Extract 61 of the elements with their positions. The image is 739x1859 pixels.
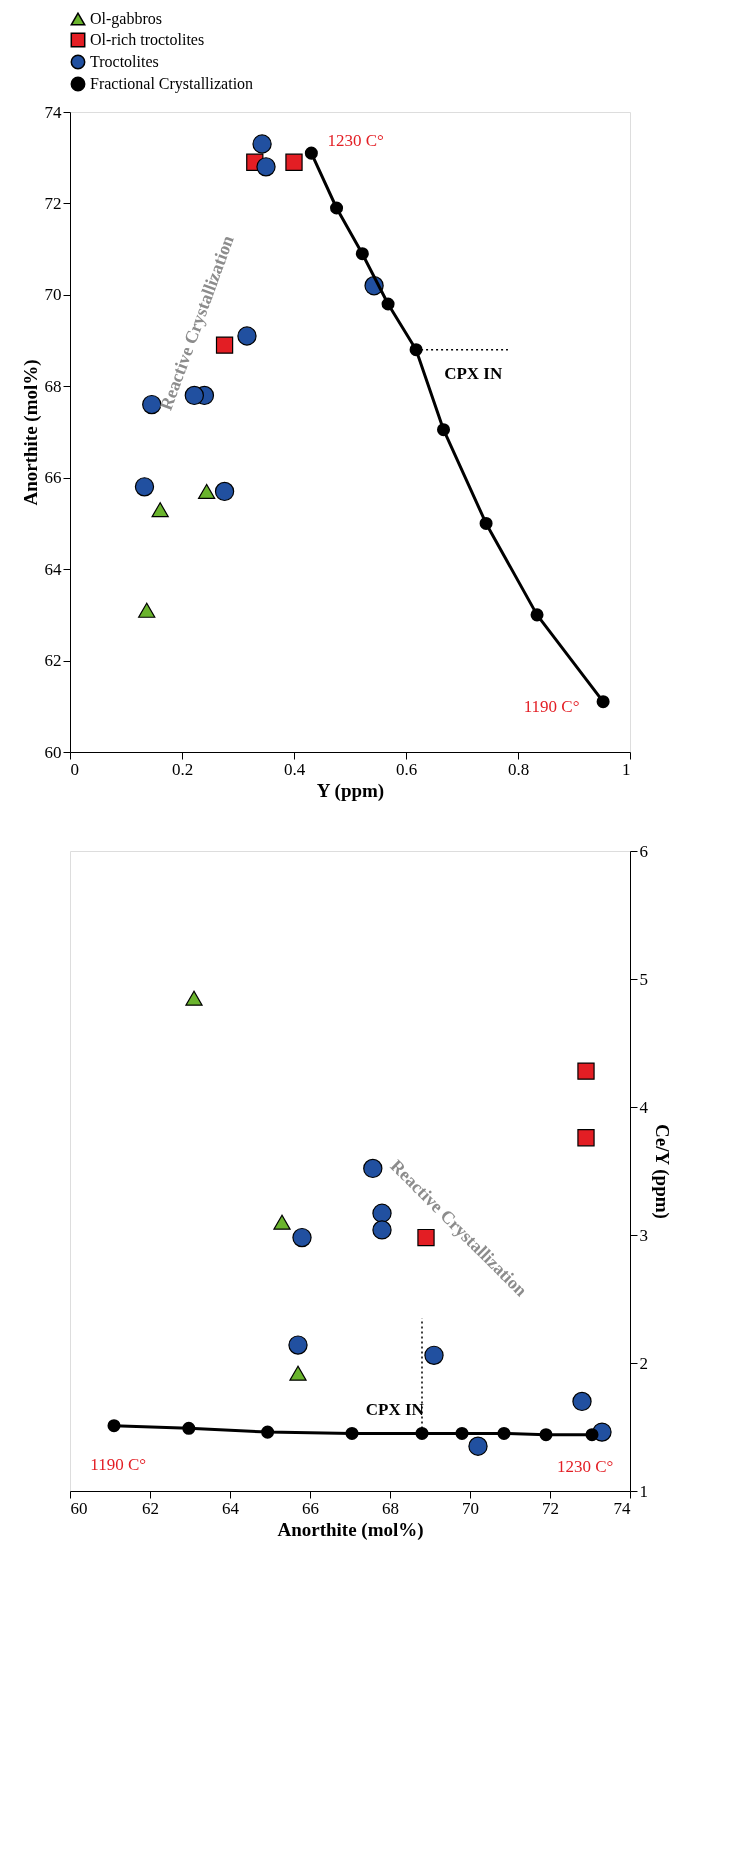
point — [479, 516, 493, 530]
point — [142, 394, 162, 415]
legend-label: Ol-rich troctolites — [90, 31, 205, 48]
y-tick-label: 72 — [44, 193, 62, 213]
x-axis-title: Anorthite (mol%) — [277, 1518, 424, 1541]
y2-tick-label: 4 — [639, 1097, 649, 1117]
point — [252, 134, 272, 154]
point — [138, 602, 156, 618]
x-tick-label: 60 — [70, 1498, 88, 1518]
point — [197, 483, 216, 500]
legend-label: Ol-gabbros — [90, 10, 162, 28]
x-tick-label: 1 — [622, 759, 631, 779]
y2-tick-label: 1 — [639, 1481, 648, 1501]
x-tick-label: 0.4 — [283, 759, 306, 779]
y2-axis-title: Ce/Y (ppm) — [651, 1124, 673, 1219]
x-tick-label: 0 — [70, 759, 79, 779]
point — [437, 423, 451, 437]
annotation: 1230 C° — [327, 130, 384, 150]
y-axis-title: Anorthite (mol%) — [19, 359, 42, 506]
point — [285, 153, 303, 171]
y-tick-label: 70 — [44, 285, 62, 305]
y2-tick-label: 6 — [639, 841, 648, 861]
legend-label: Troctolites — [90, 53, 159, 70]
x-tick-label: 0.2 — [171, 759, 194, 779]
y-tick-label: 62 — [44, 651, 62, 671]
point — [330, 201, 344, 215]
point — [355, 247, 369, 261]
legend-label: Fractional Crystallization — [90, 75, 254, 93]
x-tick-label: 68 — [382, 1498, 399, 1518]
x-tick-label: 70 — [462, 1498, 479, 1518]
x-tick-label: 0.8 — [507, 759, 530, 779]
y2-tick-label: 5 — [639, 969, 648, 989]
point — [530, 608, 544, 622]
point — [304, 146, 318, 160]
y2-tick-label: 3 — [639, 1225, 648, 1245]
x-tick-label: 74 — [613, 1498, 631, 1518]
annotation: CPX IN — [444, 364, 503, 384]
x-tick-label: 62 — [142, 1498, 159, 1518]
y-tick-label: 68 — [44, 376, 62, 396]
x-tick-label: 64 — [222, 1498, 240, 1518]
y-tick-label: 60 — [44, 742, 62, 762]
y-tick-label: 74 — [44, 102, 62, 122]
x-axis-title: Y (ppm) — [316, 779, 385, 802]
y-tick-label: 64 — [44, 559, 62, 579]
y2-tick-label: 2 — [639, 1353, 648, 1373]
point — [381, 297, 395, 311]
y-tick-label: 66 — [44, 468, 62, 488]
x-tick-label: 72 — [542, 1498, 559, 1518]
annotation: 1230 C° — [557, 1456, 614, 1476]
point — [214, 481, 235, 502]
x-tick-label: 66 — [302, 1498, 319, 1518]
point — [237, 326, 257, 346]
x-tick-label: 0.6 — [395, 759, 418, 779]
point — [151, 502, 169, 518]
point — [134, 477, 155, 497]
annotation: 1190 C° — [523, 697, 580, 717]
annotation: 1190 C° — [90, 1455, 147, 1475]
point — [256, 157, 276, 177]
point — [596, 695, 610, 709]
point — [409, 343, 423, 357]
annotation: CPX IN — [365, 1400, 425, 1420]
